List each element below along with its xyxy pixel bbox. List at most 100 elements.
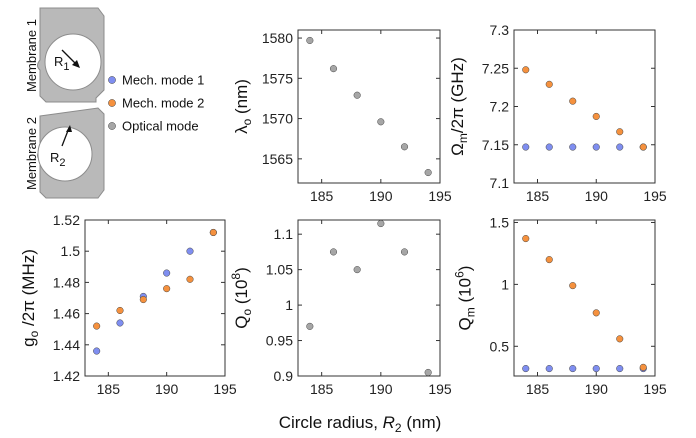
plot-frame-4 — [297, 219, 441, 377]
data-point-p4-s1-1 — [306, 322, 314, 330]
y-tick-label: 7.1 — [490, 175, 510, 191]
x-tick-label: 185 — [310, 381, 334, 397]
y-tick-label: 0.5 — [490, 338, 510, 354]
data-point-p5-s2-1 — [522, 235, 530, 243]
y-tick-label: 1.1 — [274, 226, 294, 242]
r2-arrowhead-icon — [66, 125, 72, 132]
y-tick-label: 0.9 — [274, 368, 294, 384]
x-tick-label: 185 — [310, 188, 334, 204]
legend-marker-1 — [108, 76, 116, 84]
y-tick-label: 0.95 — [266, 333, 293, 349]
shared-x-axis-label: Circle radius, R2 (nm) — [279, 413, 442, 435]
data-point-p2-s2-5 — [616, 128, 624, 136]
x-tick-label: 195 — [643, 381, 667, 397]
panels: 185 190 195 1565 1570 1575 1580 λo (nm) 185 190 19… — [19, 22, 667, 397]
data-point-p2-s2-6 — [639, 143, 647, 151]
r1-label: R1 — [54, 54, 70, 73]
legend: Mech. mode 1 Mech. mode 2 Optical mode — [108, 73, 204, 134]
chart-panel-4: 185 190 195 0.9 0.95 1 1.05 1.1 Qo (108) — [229, 219, 452, 397]
x-tick-label: 190 — [155, 381, 179, 397]
data-point-p4-s1-6 — [424, 368, 432, 377]
y-tick-label: 1.44 — [53, 337, 80, 353]
data-point-p1-s1-2 — [329, 65, 338, 73]
membrane-2-label: Membrane 2 — [24, 117, 39, 190]
y-tick-label: 1.5 — [61, 243, 81, 259]
x-tick-label: 190 — [585, 188, 609, 204]
data-point-p2-s1-1 — [522, 143, 530, 151]
legend-marker-2 — [108, 99, 116, 107]
membrane-1-label: Membrane 1 — [24, 19, 39, 92]
chart-panel-1: 185 190 195 1565 1570 1575 1580 λo (nm) — [232, 29, 452, 204]
data-point-p5-s2-6 — [639, 363, 647, 371]
data-point-p3-s2-2 — [116, 306, 124, 315]
y-tick-label: 1570 — [262, 111, 293, 127]
data-point-p2-s1-2 — [545, 143, 553, 151]
data-point-p5-s2-3 — [569, 282, 577, 290]
x-tick-label: 185 — [526, 188, 550, 204]
data-point-p5-s1-5 — [616, 365, 624, 373]
y-tick-label: 1575 — [262, 70, 293, 86]
data-point-p3-s2-3 — [139, 296, 147, 304]
y-tick-label: 1565 — [262, 151, 293, 167]
chart-panel-3: 185 190 195 1.42 1.44 1.46 1.48 1.5 1.52 go /2π (… — [19, 212, 237, 397]
x-tick-label: 195 — [428, 188, 452, 204]
x-tick-label: 185 — [97, 381, 121, 397]
data-point-p3-s1-1 — [93, 347, 101, 355]
x-tick-label: 195 — [643, 188, 667, 204]
membrane-schematic: R1 R2 Membrane 1 Membrane 2 — [24, 7, 105, 199]
r1-arrowhead-icon — [72, 60, 80, 68]
x-tick-label: 190 — [369, 381, 393, 397]
data-point-p5-s1-4 — [592, 365, 600, 373]
r2-label: R2 — [50, 150, 66, 169]
data-point-p1-s1-5 — [400, 143, 409, 151]
data-point-p1-s1-1 — [306, 36, 314, 45]
plot-frame-3 — [84, 219, 226, 377]
data-point-p2-s1-4 — [592, 143, 600, 151]
y-tick-label: 1.05 — [266, 262, 293, 278]
x-tick-label: 195 — [428, 381, 452, 397]
data-point-p5-s1-3 — [569, 365, 577, 373]
data-point-p3-s1-2 — [116, 319, 124, 327]
x-tick-label: 195 — [213, 381, 237, 397]
y-tick-label: 1580 — [262, 30, 293, 46]
data-point-p5-s2-2 — [545, 256, 553, 264]
y-tick-label: 1.48 — [53, 274, 80, 290]
legend-marker-3 — [108, 122, 116, 130]
plot-frame-1 — [297, 29, 441, 184]
y-tick-label: 7.25 — [482, 60, 509, 76]
y-axis-label-2: Ωm/2π (GHz) — [448, 57, 470, 156]
data-point-p3-s2-4 — [163, 285, 171, 293]
data-point-p2-s1-3 — [569, 143, 577, 151]
data-point-p1-s1-3 — [353, 91, 361, 99]
data-point-p3-s2-5 — [186, 275, 194, 283]
data-point-p5-s1-2 — [545, 365, 553, 373]
y-tick-label: 1.46 — [53, 306, 80, 322]
data-point-p2-s1-5 — [616, 143, 624, 151]
data-point-p1-s1-6 — [424, 168, 432, 177]
membrane-1-hole — [44, 33, 102, 91]
y-axis-label-1: λo (nm) — [232, 79, 254, 134]
y-tick-label: 7.2 — [490, 99, 510, 115]
y-tick-label: 1.5 — [490, 214, 510, 230]
data-point-p2-s2-1 — [522, 66, 530, 74]
data-point-p5-s2-5 — [616, 335, 624, 343]
data-point-p3-s2-6 — [209, 228, 217, 237]
y-axis-label-4: Qo (108) — [229, 267, 254, 329]
x-tick-label: 190 — [585, 381, 609, 397]
y-tick-label: 1.42 — [53, 368, 80, 384]
data-point-p2-s2-4 — [592, 112, 600, 120]
data-point-p4-s1-3 — [353, 266, 361, 274]
data-point-p4-s1-5 — [400, 248, 409, 256]
data-point-p2-s2-2 — [545, 80, 553, 88]
legend-label-1: Mech. mode 1 — [122, 73, 204, 88]
y-axis-label-5: Qm (106) — [453, 266, 478, 331]
x-tick-label: 185 — [526, 381, 550, 397]
data-point-p2-s2-3 — [569, 97, 577, 105]
data-point-p4-s1-2 — [329, 248, 338, 256]
chart-panel-2: 185 190 195 7.1 7.15 7.2 7.25 7.3 Ωm/2π (GHz) — [448, 22, 667, 204]
data-point-p3-s1-5 — [186, 247, 194, 255]
plot-frame-2 — [513, 29, 656, 184]
x-tick-label: 190 — [369, 188, 393, 204]
legend-label-3: Optical mode — [122, 119, 199, 134]
